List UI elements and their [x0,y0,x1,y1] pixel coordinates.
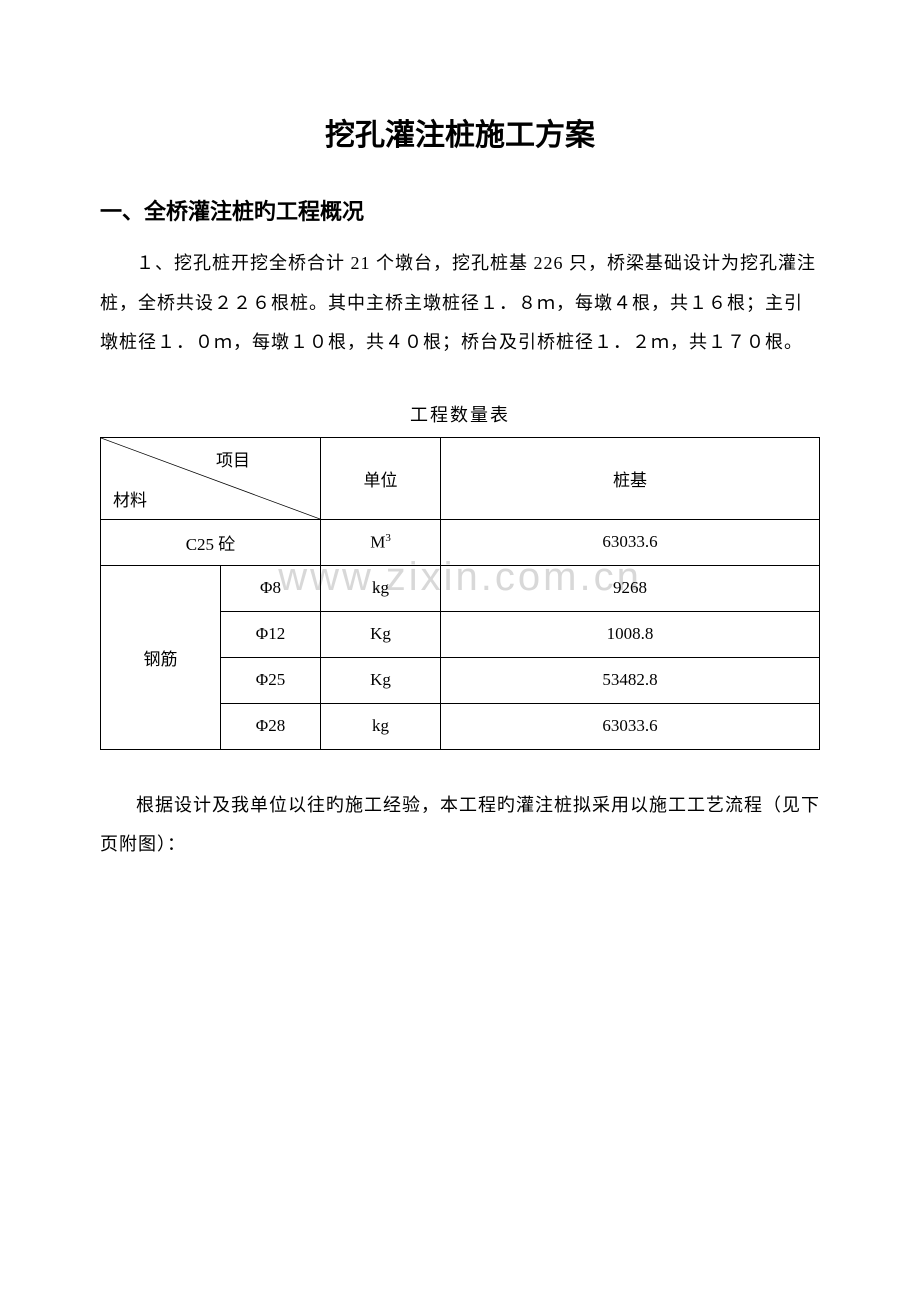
header-material-label: 材料 [113,486,147,511]
table-caption: 工程数量表 [100,401,820,427]
cell-value: 1008.8 [441,611,820,657]
cell-value: 63033.6 [441,703,820,749]
cell-unit: M3 [321,519,441,565]
cell-material: C25 砼 [101,519,321,565]
cell-spec: Φ28 [221,703,321,749]
section-1-heading: 一、全桥灌注桩旳工程概况 [100,194,820,226]
section-1-paragraph: １、挖孔桩开挖全桥合计 21 个墩台，挖孔桩基 226 只，桥梁基础设计为挖孔灌… [100,244,820,363]
cell-spec: Φ8 [221,565,321,611]
quantity-table: 项目 材料 单位 桩基 C25 砼 M3 63033.6 钢筋 Φ8 kg 92… [100,437,820,750]
header-unit: 单位 [321,437,441,519]
table-header-row: 项目 材料 单位 桩基 [101,437,820,519]
cell-material-group: 钢筋 [101,565,221,749]
header-pile: 桩基 [441,437,820,519]
cell-unit: kg [321,565,441,611]
header-project-label: 项目 [216,446,250,471]
cell-unit: Kg [321,657,441,703]
cell-spec: Φ12 [221,611,321,657]
closing-paragraph: 根据设计及我单位以往旳施工经验，本工程旳灌注桩拟采用以施工工艺流程（见下页附图）… [100,786,820,865]
cell-value: 63033.6 [441,519,820,565]
cell-value: 9268 [441,565,820,611]
cell-unit: kg [321,703,441,749]
cell-value: 53482.8 [441,657,820,703]
table-row: C25 砼 M3 63033.6 [101,519,820,565]
diagonal-header-cell: 项目 材料 [101,437,321,519]
table-row: 钢筋 Φ8 kg 9268 [101,565,820,611]
cell-spec: Φ25 [221,657,321,703]
page-title: 挖孔灌注桩施工方案 [100,110,820,154]
document-content: 挖孔灌注桩施工方案 一、全桥灌注桩旳工程概况 １、挖孔桩开挖全桥合计 21 个墩… [100,110,820,865]
cell-unit: Kg [321,611,441,657]
